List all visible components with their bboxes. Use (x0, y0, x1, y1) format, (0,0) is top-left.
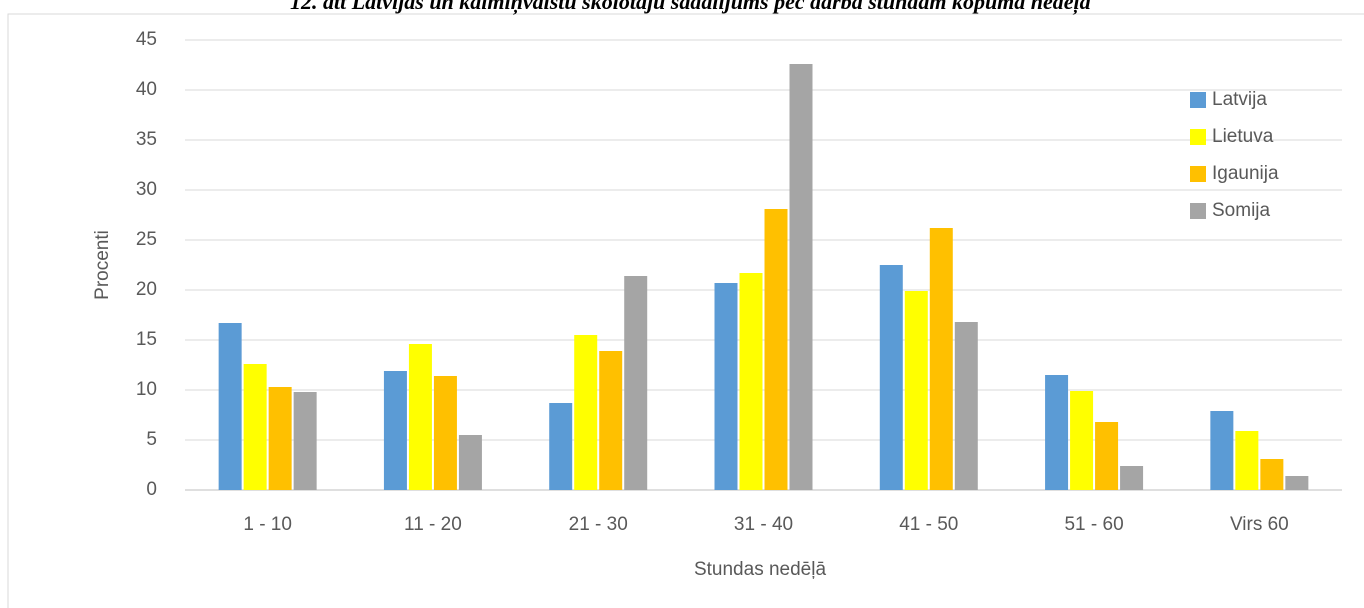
bar (268, 387, 292, 490)
y-tick-label: 25 (136, 229, 157, 250)
bar (1045, 375, 1069, 490)
y-tick-label: 10 (136, 379, 157, 400)
x-tick-label: 21 - 30 (569, 514, 628, 535)
bar (1095, 422, 1119, 490)
bar (408, 344, 432, 490)
y-tick-label: 15 (136, 329, 157, 350)
y-tick-label: 30 (136, 179, 157, 200)
y-tick-label: 0 (146, 479, 157, 500)
y-tick-label: 20 (136, 279, 157, 300)
bar (1285, 476, 1309, 490)
bar (879, 265, 903, 490)
x-tick-label: 1 - 10 (243, 514, 292, 535)
x-tick-label: 11 - 20 (404, 514, 462, 535)
y-tick-label: 45 (136, 29, 157, 50)
x-tick-label: Virs 60 (1230, 514, 1289, 535)
x-tick-label: 51 - 60 (1064, 514, 1123, 535)
legend-label: Igaunija (1212, 163, 1279, 184)
bar (549, 403, 573, 490)
bar (1210, 411, 1234, 490)
legend-swatch (1190, 92, 1206, 108)
bar (433, 376, 457, 490)
bar (954, 322, 978, 490)
y-tick-label: 40 (136, 79, 157, 100)
bar (1235, 431, 1259, 490)
y-axis-label: Procenti (92, 230, 113, 300)
bar (789, 64, 813, 490)
chart-border (7, 13, 1364, 608)
bar (599, 351, 623, 490)
legend-swatch (1190, 129, 1206, 145)
bar (1070, 391, 1094, 490)
bar (218, 323, 242, 490)
x-tick-label: 41 - 50 (899, 514, 958, 535)
bar (458, 435, 482, 490)
y-tick-label: 5 (146, 429, 157, 450)
bar (1120, 466, 1144, 490)
legend-swatch (1190, 166, 1206, 182)
bar (243, 364, 267, 490)
bar (764, 209, 788, 490)
legend-label: Lietuva (1212, 126, 1274, 147)
legend-label: Latvija (1212, 89, 1267, 110)
x-tick-label: 31 - 40 (734, 514, 793, 535)
bar (624, 276, 648, 490)
bar (383, 371, 407, 490)
x-axis-label: Stundas nedēļā (694, 559, 826, 580)
bar (904, 291, 928, 490)
legend-swatch (1190, 203, 1206, 219)
chart-title: 12. att Latvijas un kaimiņvalstu skolotā… (290, 0, 1091, 15)
y-tick-label: 35 (136, 129, 157, 150)
bar (739, 273, 763, 490)
legend-label: Somija (1212, 200, 1271, 221)
bar (293, 392, 317, 490)
bar (929, 228, 953, 490)
bar (714, 283, 738, 490)
bar (1260, 459, 1284, 490)
bar (574, 335, 598, 490)
